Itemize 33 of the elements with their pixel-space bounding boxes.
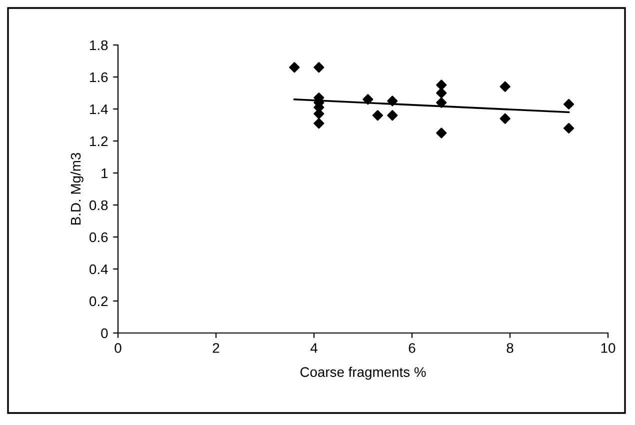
y-tick-label: 1 (102, 168, 108, 178)
x-tick-label: 8 (506, 343, 514, 353)
point (289, 62, 300, 73)
point (564, 122, 574, 134)
y-tick-label: 1.4 (90, 104, 108, 114)
x-tick-label: 10 (601, 343, 616, 353)
point (500, 113, 510, 124)
y-tick-label: 1.8 (90, 40, 108, 50)
point (436, 97, 447, 108)
point (387, 110, 398, 121)
point (387, 96, 398, 106)
point (436, 80, 447, 90)
x-tick-label: 2 (212, 343, 220, 353)
point (436, 88, 447, 98)
y-tick-label: 0.4 (90, 264, 108, 274)
x-tick-label: 4 (310, 343, 318, 353)
y-tick-label: 1.6 (90, 72, 108, 82)
point (362, 94, 374, 105)
y-axis-title: B.D. Mg/m3 (70, 152, 84, 225)
y-tick-label: 0.2 (90, 296, 108, 306)
point (314, 62, 324, 73)
x-tick-label: 6 (408, 343, 416, 353)
y-tick-label: 1.2 (90, 136, 108, 146)
x-axis-title: Coarse fragments % (300, 366, 426, 380)
point (500, 81, 510, 92)
y-tick-label: 0 (101, 328, 108, 338)
point (564, 98, 574, 110)
y-tick-label: 0.8 (90, 200, 108, 210)
point (314, 118, 324, 129)
y-tick-label: 0.6 (90, 232, 108, 242)
x-tick-label: 0 (114, 343, 122, 353)
point (436, 128, 447, 138)
point (372, 110, 383, 121)
